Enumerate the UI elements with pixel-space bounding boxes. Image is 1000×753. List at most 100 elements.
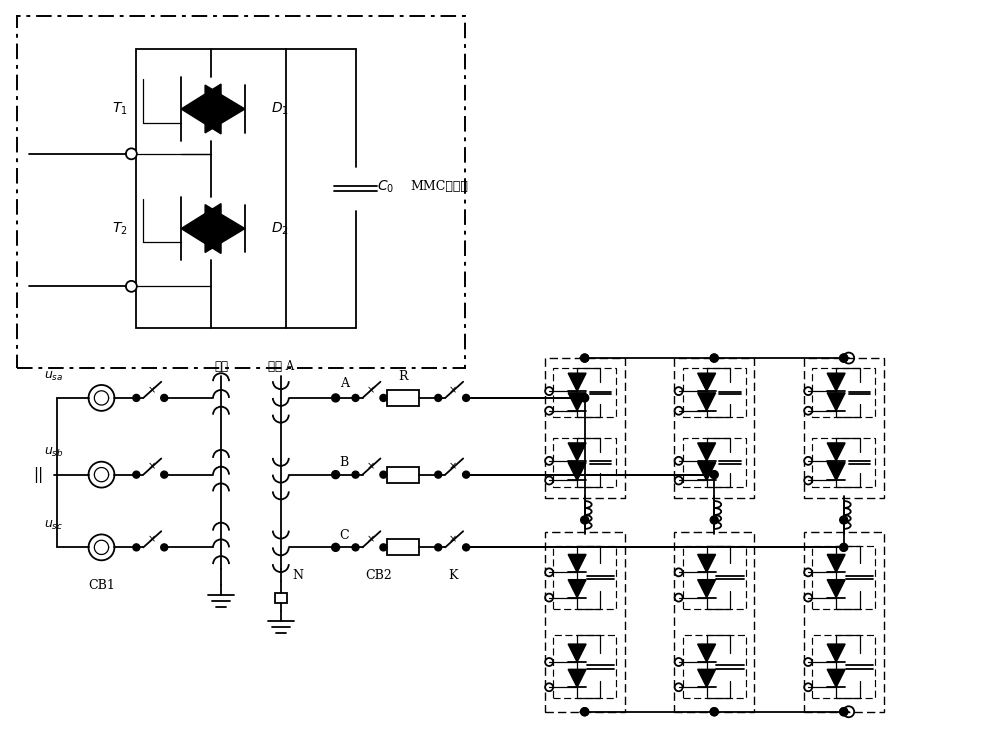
Text: ×: × <box>366 535 375 544</box>
Bar <box>545 532 625 712</box>
Polygon shape <box>568 373 586 391</box>
Polygon shape <box>568 669 586 687</box>
Polygon shape <box>568 554 586 572</box>
Text: ×: × <box>449 462 457 471</box>
Circle shape <box>545 683 553 691</box>
Polygon shape <box>827 669 845 687</box>
Polygon shape <box>827 554 845 572</box>
Circle shape <box>545 658 553 666</box>
Polygon shape <box>698 669 716 687</box>
Circle shape <box>840 354 848 362</box>
Text: R: R <box>399 370 408 383</box>
Circle shape <box>133 544 140 551</box>
Polygon shape <box>568 580 586 598</box>
Circle shape <box>675 457 683 465</box>
Circle shape <box>675 387 683 395</box>
Bar <box>553 636 616 699</box>
Circle shape <box>581 354 589 362</box>
Circle shape <box>463 471 470 478</box>
Bar <box>683 438 746 487</box>
Text: C: C <box>340 529 349 542</box>
Polygon shape <box>698 462 716 480</box>
Circle shape <box>804 658 812 666</box>
Circle shape <box>840 516 848 524</box>
Circle shape <box>435 395 442 401</box>
Polygon shape <box>568 462 586 480</box>
Bar <box>545 358 625 498</box>
Circle shape <box>675 593 683 602</box>
Polygon shape <box>568 393 586 410</box>
Circle shape <box>133 471 140 478</box>
Circle shape <box>463 544 470 551</box>
Polygon shape <box>181 203 221 254</box>
Circle shape <box>380 471 387 478</box>
Circle shape <box>840 354 848 362</box>
Bar <box>674 358 754 498</box>
Circle shape <box>161 395 168 401</box>
Polygon shape <box>827 580 845 598</box>
Circle shape <box>804 683 812 691</box>
Circle shape <box>840 708 848 716</box>
Circle shape <box>463 395 470 401</box>
Circle shape <box>710 354 718 362</box>
Polygon shape <box>827 443 845 461</box>
Polygon shape <box>698 644 716 662</box>
Bar <box>812 636 875 699</box>
Bar <box>387 390 419 406</box>
Polygon shape <box>698 580 716 598</box>
Bar <box>553 438 616 487</box>
Circle shape <box>840 544 847 551</box>
Polygon shape <box>698 443 716 461</box>
Bar <box>812 368 875 417</box>
Circle shape <box>804 407 812 415</box>
Circle shape <box>545 477 553 484</box>
Bar <box>812 438 875 487</box>
Circle shape <box>675 658 683 666</box>
Bar <box>674 532 754 712</box>
Circle shape <box>133 395 140 401</box>
Text: $T_1$: $T_1$ <box>112 101 127 117</box>
Text: ||: || <box>34 467 44 483</box>
Circle shape <box>332 471 340 479</box>
Polygon shape <box>205 205 245 252</box>
Bar <box>387 539 419 556</box>
Circle shape <box>804 477 812 484</box>
Polygon shape <box>568 644 586 662</box>
Circle shape <box>710 471 718 479</box>
Circle shape <box>581 354 589 362</box>
Circle shape <box>545 457 553 465</box>
Text: ×: × <box>147 535 155 544</box>
Polygon shape <box>698 554 716 572</box>
Circle shape <box>332 544 340 551</box>
Circle shape <box>581 708 589 716</box>
Circle shape <box>581 394 589 402</box>
Circle shape <box>545 569 553 576</box>
Circle shape <box>710 516 718 524</box>
Circle shape <box>161 544 168 551</box>
Polygon shape <box>698 373 716 391</box>
Circle shape <box>380 544 387 551</box>
Circle shape <box>435 544 442 551</box>
Circle shape <box>545 593 553 602</box>
Text: $T_2$: $T_2$ <box>112 221 127 236</box>
Circle shape <box>804 457 812 465</box>
Bar <box>17 17 465 368</box>
Text: B: B <box>340 456 349 469</box>
Text: CB2: CB2 <box>365 569 392 582</box>
Bar <box>275 593 287 603</box>
Text: $u_{sb}$: $u_{sb}$ <box>44 447 64 459</box>
Circle shape <box>710 354 718 362</box>
Circle shape <box>380 395 387 401</box>
Text: ×: × <box>366 462 375 471</box>
Text: ×: × <box>147 385 155 395</box>
Text: $u_{sc}$: $u_{sc}$ <box>44 519 64 532</box>
Bar <box>387 467 419 483</box>
Circle shape <box>675 569 683 576</box>
Circle shape <box>675 683 683 691</box>
Circle shape <box>710 708 718 716</box>
Circle shape <box>711 471 718 478</box>
Bar <box>683 546 746 609</box>
Circle shape <box>581 395 588 401</box>
Text: N: N <box>293 569 304 582</box>
Circle shape <box>843 706 854 718</box>
